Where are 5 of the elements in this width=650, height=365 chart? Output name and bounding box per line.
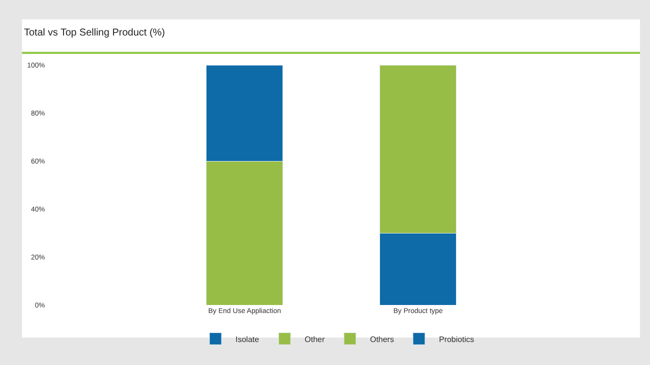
legend-label: Isolate bbox=[236, 334, 260, 344]
chart-title: Total vs Top Selling Product (%) bbox=[24, 28, 165, 38]
legend-label: Probiotics bbox=[438, 334, 474, 344]
legend-label: Others bbox=[370, 334, 394, 344]
legend-label: Other bbox=[304, 334, 325, 344]
